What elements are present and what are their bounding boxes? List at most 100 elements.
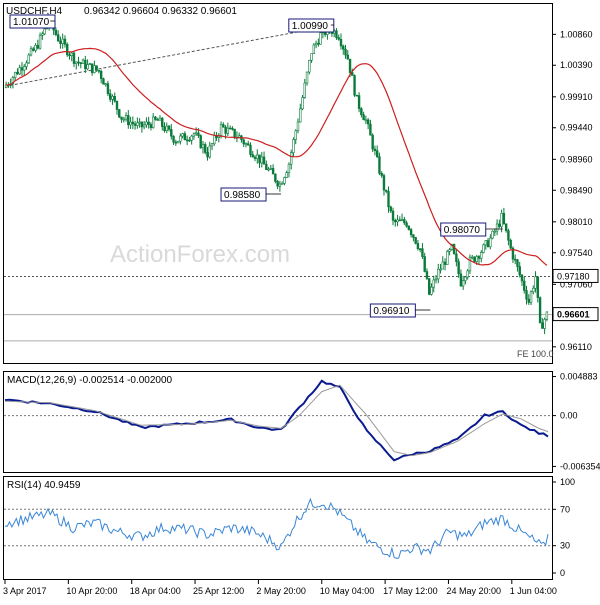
price-bar-body	[292, 139, 295, 154]
price-bar-body	[296, 121, 300, 132]
price-bar-body	[353, 75, 356, 96]
price-bar-body	[366, 119, 370, 125]
price-pane-frame	[3, 3, 553, 364]
price-bar-body	[194, 132, 198, 135]
price-bar-body	[423, 256, 426, 272]
price-bar-body	[396, 219, 399, 223]
price-bar-body	[482, 244, 485, 253]
price-bar-body	[398, 219, 402, 222]
price-bar-body	[18, 67, 21, 75]
price-bar-body	[265, 163, 268, 170]
price-bar-body	[145, 121, 148, 126]
fe-label: FE 100.0	[517, 349, 554, 359]
price-annotation-box	[440, 222, 487, 237]
price-bar-body	[500, 213, 503, 227]
price-bar-body	[197, 132, 200, 136]
price-bar-body	[502, 213, 506, 225]
price-bar-body	[269, 168, 273, 170]
price-bar-body	[287, 163, 291, 173]
rsi-title: RSI(14) 40.9459	[7, 480, 81, 491]
price-bar-body	[529, 291, 533, 303]
price-bar-body	[532, 287, 535, 293]
price-bar-body	[471, 256, 474, 259]
price-bar-body	[461, 280, 465, 287]
price-y-tick-label: 0.97060	[560, 279, 593, 289]
price-bar-body	[222, 124, 225, 128]
price-bar-body	[170, 129, 173, 137]
price-bar-body	[242, 139, 245, 145]
price-bar-body	[61, 38, 64, 44]
price-bar-body	[473, 256, 476, 262]
price-bar-body	[188, 139, 191, 142]
price-bar-body	[348, 58, 352, 73]
price-bar-body	[360, 108, 363, 115]
price-bar-body	[25, 62, 28, 67]
price-bar-body	[400, 219, 404, 221]
price-bar-body	[459, 273, 463, 287]
price-bar-body	[312, 44, 316, 55]
price-bar-body	[545, 311, 549, 320]
price-bar-body	[258, 154, 261, 164]
price-bar-body	[95, 65, 98, 71]
price-bar-body	[210, 143, 214, 147]
x-tick-label: 17 May 12:00	[383, 586, 438, 596]
price-bar-body	[136, 122, 139, 126]
price-bar-body	[373, 148, 377, 151]
price-bar-body	[84, 59, 87, 70]
price-bar-body	[204, 144, 207, 153]
price-bar-body	[66, 43, 69, 56]
price-bar-body	[68, 54, 71, 57]
price-y-tick-label: 0.99440	[560, 123, 593, 133]
price-bar-body	[72, 52, 76, 64]
price-bar-body	[81, 59, 85, 64]
price-bar-body	[118, 109, 121, 118]
price-bar-body	[511, 247, 515, 260]
price-bar-body	[536, 276, 540, 298]
price-bar-body	[480, 252, 483, 259]
price-bar-body	[161, 117, 164, 127]
price-bar-body	[11, 77, 15, 85]
price-bar-body	[140, 121, 144, 128]
price-bar-body	[97, 69, 101, 72]
price-bar-body	[163, 126, 166, 132]
price-bar-body	[244, 143, 248, 145]
price-bar-body	[317, 42, 320, 45]
price-bar-body	[228, 127, 232, 130]
price-bar-body	[99, 70, 103, 79]
price-bar-body	[416, 243, 420, 249]
price-bar-body	[339, 38, 343, 47]
price-bar-body	[527, 298, 530, 303]
chart-ohlc: 0.96342 0.96604 0.96332 0.96601	[84, 6, 237, 17]
price-bar-body	[154, 116, 157, 120]
price-bar-body	[439, 268, 442, 271]
rsi-pane-frame	[3, 476, 553, 580]
price-bar-body	[88, 63, 92, 66]
price-bar-body	[441, 261, 444, 270]
price-y-tick-label: 1.00860	[560, 29, 593, 39]
x-tick-label: 10 May 04:00	[320, 586, 375, 596]
price-bar-body	[93, 65, 96, 73]
price-bar-body	[233, 128, 236, 138]
price-y-tick-label: 0.97540	[560, 248, 593, 258]
x-tick-label: 25 Apr 12:00	[193, 586, 244, 596]
price-bar-body	[199, 135, 202, 149]
price-bar-body	[262, 156, 266, 165]
rsi-line	[4, 497, 549, 559]
price-bar-body	[133, 123, 137, 126]
price-bar-body	[271, 168, 275, 175]
price-bar-body	[468, 257, 472, 272]
rsi-y-tick-label: 100	[560, 477, 575, 487]
price-bar-body	[165, 125, 168, 132]
price-y-tick-label: 0.99910	[560, 92, 593, 102]
price-bar-body	[382, 175, 386, 191]
price-bar-body	[491, 230, 494, 239]
rsi-y-tick-label: 70	[560, 504, 570, 514]
price-bar-body	[181, 133, 184, 137]
price-bar-body	[104, 83, 107, 85]
price-bar-body	[174, 141, 178, 144]
price-bar-body	[418, 248, 422, 250]
price-bar-body	[208, 145, 211, 158]
price-bar-body	[278, 183, 282, 187]
price-bar-body	[63, 38, 67, 45]
price-bar-body	[109, 93, 112, 100]
